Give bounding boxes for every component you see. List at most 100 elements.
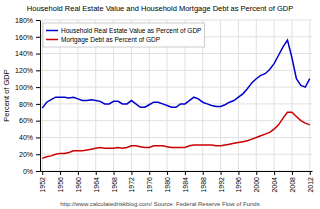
grid-line [40,120,312,121]
tick-mark [60,171,61,175]
tick-mark [310,171,311,175]
legend-swatch [46,39,58,41]
legend-box [43,23,204,47]
grid-line [40,103,312,104]
x-tick: 1956 [57,171,64,193]
tick-mark [36,20,40,21]
tick-mark [131,171,132,175]
x-tick: 2012 [307,171,314,193]
tick-mark [203,171,204,175]
y-tick: 160% [15,34,40,41]
x-tick: 2008 [289,171,296,193]
grid-line [256,20,257,171]
x-tick: 1964 [93,171,100,193]
tick-mark [167,171,168,175]
tick-label: 100% [15,84,33,91]
y-tick: 40% [19,134,40,141]
grid-line [274,20,275,171]
grid-line [40,137,312,138]
plot-area [40,20,312,171]
y-tick: 80% [19,101,40,108]
y-tick: 100% [15,84,40,91]
x-tick: 1952 [39,171,46,193]
tick-label: 1976 [146,177,153,193]
grid [40,20,312,171]
y-tick: 0% [23,168,40,175]
y-axis: 0% 20% 40% 60% 80% 100% 120% 140% 160% 180% [15,17,40,175]
series-line [42,40,310,108]
annotation: http://www.calculatedriskblog.com/ Sourc… [60,201,259,207]
y-axis-title: Percent of GDP [2,69,11,122]
legend: Household Real Estate Value as Percent o… [43,23,204,47]
x-tick: 2004 [271,171,278,193]
tick-label: 1956 [57,177,64,193]
grid-line [40,154,312,155]
title: Household Real Estate Value and Househol… [27,4,293,13]
tick-label: 1952 [39,177,46,193]
series-line [42,112,310,158]
tick-label: 0% [23,168,33,175]
tick-mark [78,171,79,175]
tick-label: 1972 [128,177,135,193]
tick-label: 180% [15,17,33,24]
tick-mark [36,70,40,71]
tick-label: 80% [19,101,33,108]
tick-mark [114,171,115,175]
tick-label: 140% [15,50,33,57]
x-tick: 1972 [128,171,135,193]
tick-label: 2004 [271,177,278,193]
grid-line [42,20,43,171]
tick-label: 1964 [93,177,100,193]
x-tick: 2000 [253,171,260,193]
tick-label: 40% [19,134,33,141]
tick-mark [36,121,40,122]
x-tick: 1968 [111,171,118,193]
grid-line [309,20,310,171]
tick-label: 1968 [111,177,118,193]
axis-line [40,21,41,172]
legend-swatch [46,30,58,32]
tick-mark [274,171,275,175]
tick-mark [42,171,43,175]
tick-mark [292,171,293,175]
axis-line [41,171,313,172]
y-tick: 60% [19,117,40,124]
y-tick: 140% [15,50,40,57]
tick-label: 2000 [253,177,260,193]
tick-label: 120% [15,67,33,74]
grid-line [40,20,312,21]
x-tick: 1988 [200,171,207,193]
y-tick: 20% [19,151,40,158]
tick-label: 1984 [182,177,189,193]
tick-label: 1980 [164,177,171,193]
x-tick: 1976 [146,171,153,193]
grid-line [220,20,221,171]
tick-mark [185,171,186,175]
tick-mark [149,171,150,175]
tick-label: 2012 [307,177,314,193]
grid-line [40,87,312,88]
tick-mark [36,87,40,88]
x-axis: 1952 1956 1960 1964 1968 1972 1976 1980 1984 1988… [39,171,314,193]
tick-mark [36,104,40,105]
legend-label: Mortgage Debt as Percent of GDP [61,36,160,44]
tick-mark [221,171,222,175]
tick-label: 1992 [218,177,225,193]
y-tick: 120% [15,67,40,74]
tick-label: 160% [15,34,33,41]
x-tick: 1984 [182,171,189,193]
series-group [42,40,310,158]
tick-label: 20% [19,151,33,158]
tick-mark [36,37,40,38]
tick-mark [36,171,40,172]
tick-mark [238,171,239,175]
tick-label: 2008 [289,177,296,193]
x-tick: 1996 [235,171,242,193]
grid-line [291,20,292,171]
y-tick: 180% [15,17,40,24]
x-tick: 1992 [218,171,225,193]
grid-line [40,70,312,71]
chart: 1952 1956 1960 1964 1968 1972 1976 1980 1984 1988… [0,0,320,209]
tick-mark [256,171,257,175]
x-tick: 1960 [75,171,82,193]
